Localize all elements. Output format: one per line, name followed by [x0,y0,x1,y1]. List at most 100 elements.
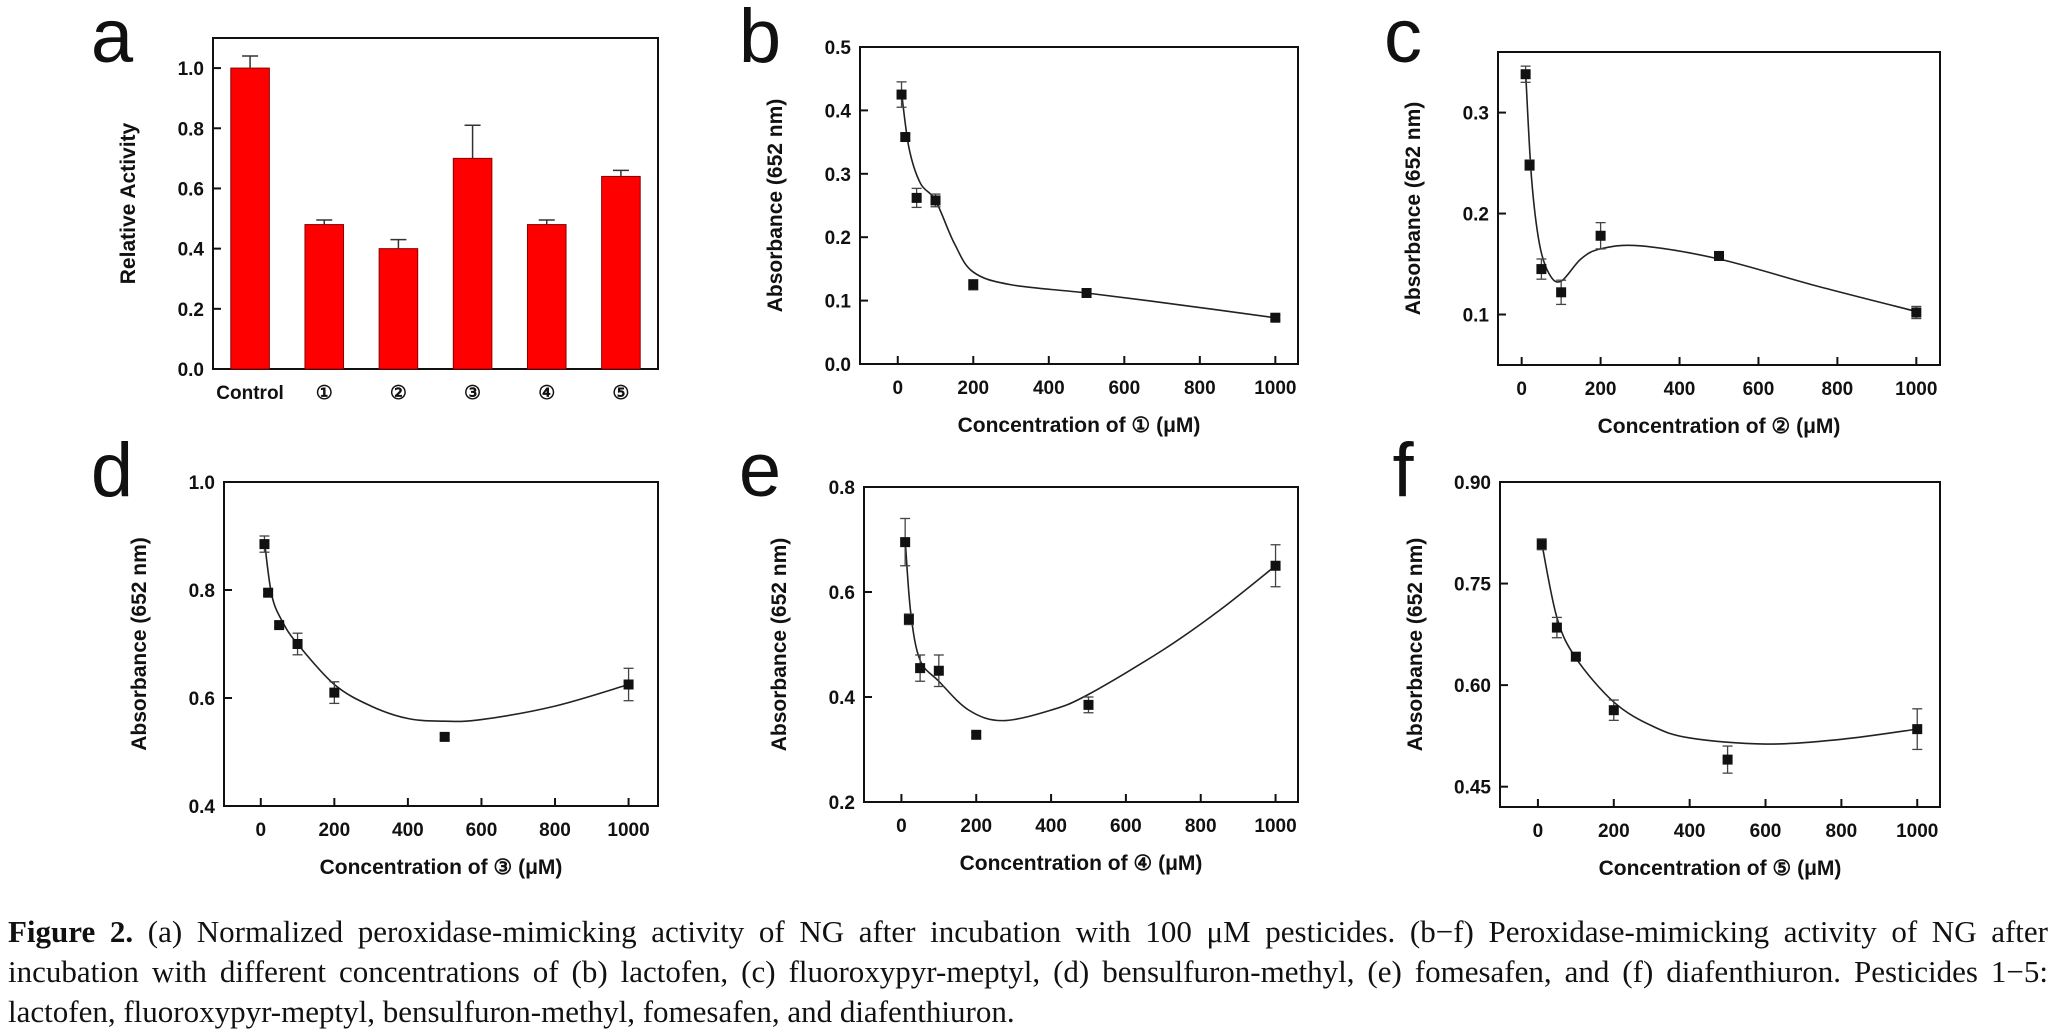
x-tick-label-d-2: 400 [392,820,424,841]
y-tick-label-d-2: 0.8 [189,581,215,602]
x-tick-label-b-5: 1000 [1254,378,1296,399]
plot-frame-d [223,481,659,807]
plot-frame-f [1499,481,1941,808]
y-tick-label-a-2: 0.4 [178,240,205,261]
caption-label: Figure 2. [8,914,134,949]
y-tick-label-a-1: 0.2 [178,300,204,321]
x-tick-label-f-5: 1000 [1896,821,1938,842]
fit-curve-e [904,539,1277,722]
x-tick-label-b-4: 800 [1184,378,1216,399]
x-tick-label-e-2: 400 [1035,816,1067,837]
bar-2 [378,248,419,370]
plot-frame-c [1497,51,1941,366]
x-tick-label-d-0: 0 [255,820,266,841]
x-tick-label-e-0: 0 [896,816,907,837]
fit-curve-f [1540,542,1918,745]
x-tick-label-b-3: 600 [1108,378,1140,399]
x-tick-label-c-4: 800 [1822,379,1854,400]
y-tick-label-e-2: 0.6 [829,583,855,604]
y-axis-label-a: Relative Activity [117,122,140,284]
y-tick-label-e-3: 0.8 [829,478,855,499]
data-point-b-0 [896,89,907,100]
y-tick-label-d-0: 0.4 [189,797,216,818]
data-point-e-1 [903,614,914,625]
y-tick-label-b-2: 0.2 [825,228,851,249]
y-tick-label-b-4: 0.4 [825,101,852,122]
y-tick-label-b-0: 0.0 [825,355,851,376]
y-tick-label-e-1: 0.4 [829,688,856,709]
x-tick-label-e-4: 800 [1185,816,1217,837]
data-point-c-5 [1714,250,1724,261]
plot-frame-b [859,46,1299,365]
y-tick-label-d-1: 0.6 [189,689,215,710]
panel-label-d: d [91,428,133,513]
figure-canvas: a 0.0 0.2 0.4 0.6 0.8 1.0 Relative Activity Cont… [91,0,1941,880]
bar-3 [452,157,493,370]
data-point-c-2 [1536,264,1547,275]
x-tick-label-c-3: 600 [1743,379,1775,400]
data-point-d-5 [439,731,450,742]
y-axis-label-d: Absorbance (652 nm) [128,537,151,751]
fit-curve-d [263,541,629,723]
data-point-b-2 [911,192,922,203]
x-axis-label-e: Concentration of ④ (μM) [960,852,1203,875]
data-point-d-2 [274,620,285,631]
x-tick-label-c-2: 400 [1664,379,1696,400]
x-tick-label-c-1: 200 [1585,379,1617,400]
panel-label-b: b [739,0,781,79]
x-tick-label-f-1: 200 [1598,821,1630,842]
x-tick-label-b-0: 0 [892,378,903,399]
data-point-d-1 [263,587,274,598]
data-point-e-0 [900,537,911,548]
figure-caption: Figure 2. (a) Normalized peroxidase-mimi… [8,912,2048,1032]
data-point-d-4 [329,687,340,698]
x-tick-label-e-3: 600 [1110,816,1142,837]
x-tick-label-d-5: 1000 [607,820,649,841]
caption-text: (a) Normalized peroxidase-mimicking acti… [8,914,2048,1029]
x-tick-label-f-2: 400 [1674,821,1706,842]
x-axis-label-b: Concentration of ① (μM) [958,414,1201,437]
y-tick-label-c-2: 0.3 [1463,104,1489,125]
y-tick-label-c-1: 0.2 [1463,205,1489,226]
x-tick-label-a-0: Control [216,383,284,404]
bar-1 [304,224,345,370]
fit-curve-b [900,92,1276,319]
y-tick-label-b-1: 0.1 [825,292,852,313]
panel-label-c: c [1384,0,1422,79]
bar-5 [601,175,641,370]
data-point-e-5 [1083,699,1094,710]
data-point-f-2 [1570,651,1581,662]
y-tick-label-f-3: 0.90 [1454,473,1491,494]
data-point-f-4 [1722,754,1733,765]
data-point-e-6 [1270,560,1281,571]
x-tick-label-a-2: ② [390,383,407,404]
x-axis-label-f: Concentration of ⑤ (μM) [1599,857,1842,880]
x-tick-label-e-5: 1000 [1254,816,1296,837]
y-tick-label-a-4: 0.8 [178,119,204,140]
data-point-f-0 [1536,539,1547,550]
x-tick-label-c-0: 0 [1516,379,1527,400]
data-point-b-3 [930,195,941,206]
data-point-c-1 [1524,160,1535,171]
data-point-f-5 [1912,724,1923,735]
panel-label-e: e [739,428,781,513]
data-point-b-1 [900,132,911,143]
y-tick-label-c-0: 0.1 [1463,306,1490,327]
fit-curve-c [1524,72,1917,313]
x-tick-label-c-5: 1000 [1895,379,1937,400]
y-tick-label-d-3: 1.0 [189,473,215,494]
y-axis-label-b: Absorbance (652 nm) [764,99,787,313]
data-point-e-3 [933,665,944,676]
x-tick-label-f-4: 800 [1826,821,1858,842]
x-axis-label-d: Concentration of ③ (μM) [320,856,563,879]
plot-frame-a [212,37,659,370]
data-point-f-3 [1608,705,1619,716]
data-point-e-4 [971,729,982,740]
y-axis-label-e: Absorbance (652 nm) [768,538,791,752]
x-tick-label-b-1: 200 [957,378,989,399]
y-tick-label-f-0: 0.45 [1454,778,1491,799]
x-tick-label-a-3: ③ [464,383,481,404]
x-tick-label-a-1: ① [316,383,333,404]
bar-4 [526,224,567,370]
bar-0 [230,67,270,370]
